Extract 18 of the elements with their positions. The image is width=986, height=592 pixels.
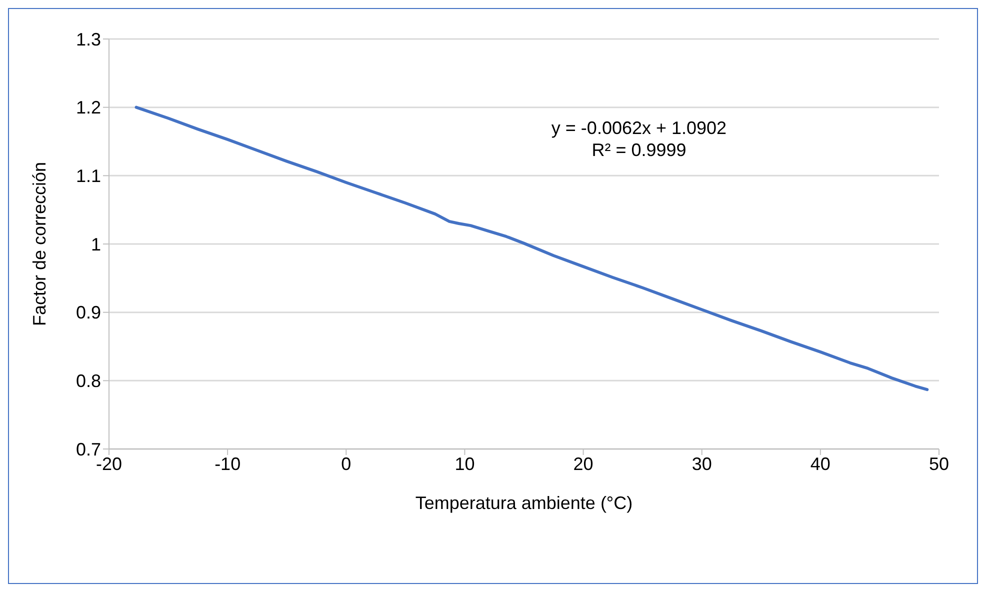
y-tick-label: 1.2 — [76, 98, 101, 118]
y-tick-label: 0.8 — [76, 371, 101, 392]
line-series — [134, 106, 929, 392]
x-axis-title: Temperatura ambiente (°C) — [415, 493, 633, 513]
x-tick-label: 30 — [692, 454, 712, 474]
y-tick-label: 1.3 — [76, 29, 101, 50]
y-tick-label: 1 — [90, 234, 101, 254]
annotation: y = -0.0062x + 1.0902 — [550, 117, 728, 139]
x-tick-label: 20 — [573, 454, 594, 474]
y-tick-label: 0.9 — [76, 302, 101, 323]
x-tick-label: 10 — [454, 454, 475, 474]
y-tick-label: 1.1 — [76, 166, 101, 186]
x-tick-label: 0 — [341, 454, 352, 474]
x-tick-label: 40 — [810, 454, 830, 474]
annotation: R² = 0.9999 — [590, 139, 688, 161]
x-tick-label: -10 — [214, 454, 241, 474]
y-axis-title: Factor de corrección — [29, 162, 50, 326]
x-tick-label: 50 — [928, 454, 950, 474]
